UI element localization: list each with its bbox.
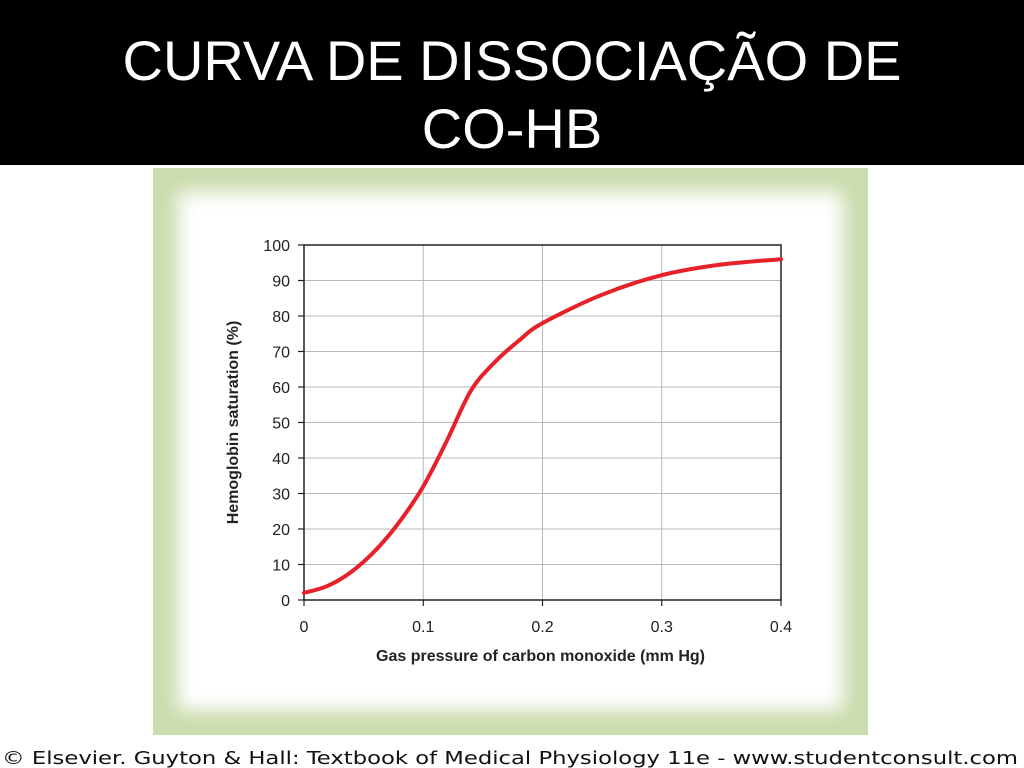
- slide-title-line: CURVA DE DISSOCIAÇÃO DE: [123, 29, 902, 92]
- plot-border: [303, 244, 782, 601]
- x-tick-label: 0.3: [651, 619, 673, 636]
- y-tick-label: 70: [272, 345, 290, 362]
- y-tick-label: 100: [263, 238, 290, 255]
- x-axis-label: Gas pressure of carbon monoxide (mm Hg): [376, 648, 705, 665]
- curve: [302, 257, 783, 595]
- x-tick-label: 0.2: [531, 619, 553, 636]
- slide-title-line: CO-HB: [422, 97, 602, 160]
- y-tick-label: 60: [272, 380, 290, 397]
- y-axis-label: Hemoglobin saturation (%): [225, 321, 242, 525]
- y-tick-label: 30: [272, 487, 290, 504]
- credit: © Elsevier. Guyton & Hall: Textbook of M…: [2, 748, 1018, 768]
- y-tick-label: 10: [272, 558, 290, 575]
- y-tick-label: 80: [272, 309, 290, 326]
- y-tick-label: 0: [281, 593, 290, 610]
- x-tick-label: 0.4: [770, 619, 792, 636]
- y-tick-label: 50: [272, 416, 290, 433]
- x-tick-label: 0: [300, 619, 309, 636]
- x-tick-label: 0.1: [412, 619, 434, 636]
- header-band: [0, 0, 1024, 165]
- figure-panel: [178, 192, 843, 710]
- y-tick-label: 90: [272, 274, 290, 291]
- plot: 0 10 20 30 40 50 60 70 80 90 100 0 0.1 0.2 0.3 0.4 Gas p…: [225, 238, 792, 665]
- y-tick-label: 20: [272, 522, 290, 539]
- y-tick-label: 40: [272, 451, 290, 468]
